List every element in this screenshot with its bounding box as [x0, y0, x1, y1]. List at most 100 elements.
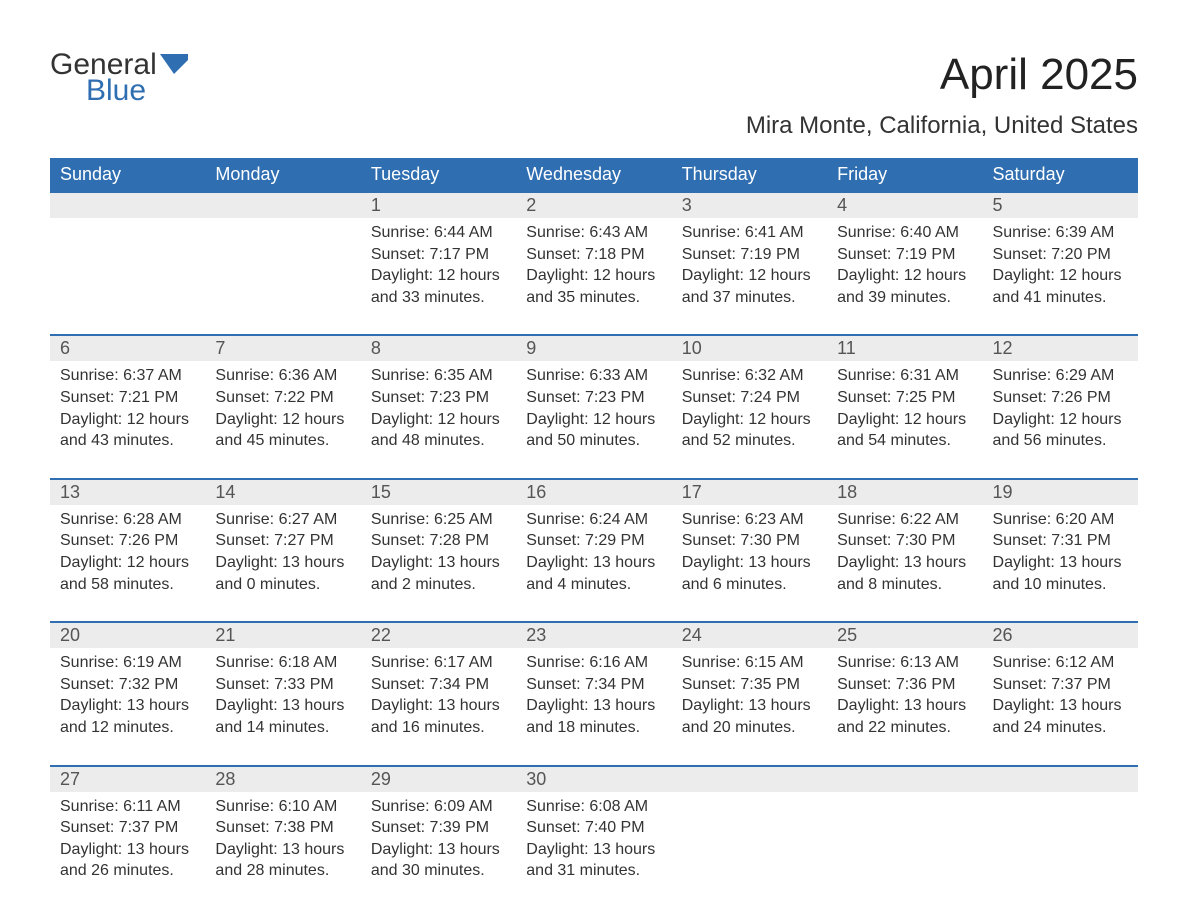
day-number-cell: 8: [361, 335, 516, 361]
daylight-text: Daylight: 13 hours: [526, 552, 661, 574]
day-number-cell: 11: [827, 335, 982, 361]
sunset-text: Sunset: 7:23 PM: [526, 387, 661, 409]
sunrise-text: Sunrise: 6:10 AM: [215, 796, 350, 818]
day-number-cell: 30: [516, 766, 671, 792]
sunset-text: Sunset: 7:26 PM: [60, 530, 195, 552]
daylight-text: Daylight: 12 hours: [682, 409, 817, 431]
day-number-cell: 1: [361, 192, 516, 218]
daylight-text: and 54 minutes.: [837, 430, 972, 452]
day-header: Tuesday: [361, 158, 516, 192]
sunset-text: Sunset: 7:40 PM: [526, 817, 661, 839]
daylight-text: and 4 minutes.: [526, 574, 661, 596]
daylight-text: and 10 minutes.: [993, 574, 1128, 596]
week-daynum-row: 27282930: [50, 766, 1138, 792]
day-cell: Sunrise: 6:31 AMSunset: 7:25 PMDaylight:…: [827, 361, 982, 459]
day-number-cell: 23: [516, 622, 671, 648]
day-number-cell: 9: [516, 335, 671, 361]
daylight-text: and 56 minutes.: [993, 430, 1128, 452]
daylight-text: Daylight: 12 hours: [682, 265, 817, 287]
sunrise-text: Sunrise: 6:40 AM: [837, 222, 972, 244]
sunrise-text: Sunrise: 6:27 AM: [215, 509, 350, 531]
daylight-text: and 16 minutes.: [371, 717, 506, 739]
sunset-text: Sunset: 7:39 PM: [371, 817, 506, 839]
sunrise-text: Sunrise: 6:20 AM: [993, 509, 1128, 531]
sunset-text: Sunset: 7:32 PM: [60, 674, 195, 696]
sunset-text: Sunset: 7:37 PM: [993, 674, 1128, 696]
sunrise-text: Sunrise: 6:16 AM: [526, 652, 661, 674]
sunset-text: Sunset: 7:30 PM: [682, 530, 817, 552]
calendar-header-row: SundayMondayTuesdayWednesdayThursdayFrid…: [50, 158, 1138, 192]
week-daynum-row: 20212223242526: [50, 622, 1138, 648]
daylight-text: and 50 minutes.: [526, 430, 661, 452]
daylight-text: and 12 minutes.: [60, 717, 195, 739]
day-number-cell: 20: [50, 622, 205, 648]
day-cell: Sunrise: 6:44 AMSunset: 7:17 PMDaylight:…: [361, 218, 516, 316]
sunset-text: Sunset: 7:17 PM: [371, 244, 506, 266]
daylight-text: and 58 minutes.: [60, 574, 195, 596]
sunrise-text: Sunrise: 6:43 AM: [526, 222, 661, 244]
empty-cell: [50, 192, 205, 218]
day-header: Thursday: [672, 158, 827, 192]
day-number-cell: 12: [983, 335, 1138, 361]
day-header: Sunday: [50, 158, 205, 192]
day-cell: Sunrise: 6:23 AMSunset: 7:30 PMDaylight:…: [672, 505, 827, 603]
sunrise-text: Sunrise: 6:44 AM: [371, 222, 506, 244]
day-cell: Sunrise: 6:16 AMSunset: 7:34 PMDaylight:…: [516, 648, 671, 746]
sunrise-text: Sunrise: 6:12 AM: [993, 652, 1128, 674]
week-separator: [50, 460, 1138, 479]
daylight-text: Daylight: 13 hours: [371, 695, 506, 717]
day-number-cell: 13: [50, 479, 205, 505]
day-header: Saturday: [983, 158, 1138, 192]
day-cell: Sunrise: 6:32 AMSunset: 7:24 PMDaylight:…: [672, 361, 827, 459]
day-cell: Sunrise: 6:13 AMSunset: 7:36 PMDaylight:…: [827, 648, 982, 746]
sunset-text: Sunset: 7:24 PM: [682, 387, 817, 409]
day-number-cell: 25: [827, 622, 982, 648]
sunset-text: Sunset: 7:21 PM: [60, 387, 195, 409]
logo: General Blue: [50, 50, 188, 106]
daylight-text: and 41 minutes.: [993, 287, 1128, 309]
sunrise-text: Sunrise: 6:28 AM: [60, 509, 195, 531]
daylight-text: and 31 minutes.: [526, 860, 661, 882]
day-cell: Sunrise: 6:33 AMSunset: 7:23 PMDaylight:…: [516, 361, 671, 459]
daylight-text: and 20 minutes.: [682, 717, 817, 739]
daylight-text: and 35 minutes.: [526, 287, 661, 309]
sunset-text: Sunset: 7:34 PM: [526, 674, 661, 696]
sunset-text: Sunset: 7:30 PM: [837, 530, 972, 552]
week-separator: [50, 603, 1138, 622]
sunrise-text: Sunrise: 6:32 AM: [682, 365, 817, 387]
daylight-text: and 0 minutes.: [215, 574, 350, 596]
daylight-text: Daylight: 13 hours: [682, 695, 817, 717]
calendar-page: General Blue April 2025 Mira Monte, Cali…: [0, 0, 1188, 920]
sunrise-text: Sunrise: 6:19 AM: [60, 652, 195, 674]
day-number-cell: 19: [983, 479, 1138, 505]
sunset-text: Sunset: 7:37 PM: [60, 817, 195, 839]
day-cell: Sunrise: 6:11 AMSunset: 7:37 PMDaylight:…: [50, 792, 205, 890]
empty-cell: [205, 192, 360, 218]
daylight-text: Daylight: 12 hours: [837, 409, 972, 431]
title-block: April 2025 Mira Monte, California, Unite…: [746, 50, 1138, 140]
day-cell: Sunrise: 6:20 AMSunset: 7:31 PMDaylight:…: [983, 505, 1138, 603]
daylight-text: Daylight: 12 hours: [215, 409, 350, 431]
day-number-cell: 14: [205, 479, 360, 505]
day-cell: Sunrise: 6:09 AMSunset: 7:39 PMDaylight:…: [361, 792, 516, 890]
sunset-text: Sunset: 7:18 PM: [526, 244, 661, 266]
empty-cell: [672, 766, 827, 792]
sunrise-text: Sunrise: 6:35 AM: [371, 365, 506, 387]
sunset-text: Sunset: 7:36 PM: [837, 674, 972, 696]
daylight-text: Daylight: 13 hours: [682, 552, 817, 574]
sunrise-text: Sunrise: 6:08 AM: [526, 796, 661, 818]
sunset-text: Sunset: 7:38 PM: [215, 817, 350, 839]
week-body-row: Sunrise: 6:11 AMSunset: 7:37 PMDaylight:…: [50, 792, 1138, 890]
week-separator: [50, 747, 1138, 766]
week-body-row: Sunrise: 6:44 AMSunset: 7:17 PM Daylight:…: [50, 218, 1138, 316]
daylight-text: Daylight: 12 hours: [526, 265, 661, 287]
daylight-text: Daylight: 13 hours: [215, 839, 350, 861]
sunset-text: Sunset: 7:22 PM: [215, 387, 350, 409]
week-body-row: Sunrise: 6:28 AMSunset: 7:26 PM Daylight:…: [50, 505, 1138, 603]
day-cell: Sunrise: 6:18 AMSunset: 7:33 PMDaylight:…: [205, 648, 360, 746]
day-cell: Sunrise: 6:39 AMSunset: 7:20 PMDaylight:…: [983, 218, 1138, 316]
day-number-cell: 29: [361, 766, 516, 792]
sunrise-text: Sunrise: 6:39 AM: [993, 222, 1128, 244]
daylight-text: Daylight: 13 hours: [526, 695, 661, 717]
sunrise-text: Sunrise: 6:18 AM: [215, 652, 350, 674]
